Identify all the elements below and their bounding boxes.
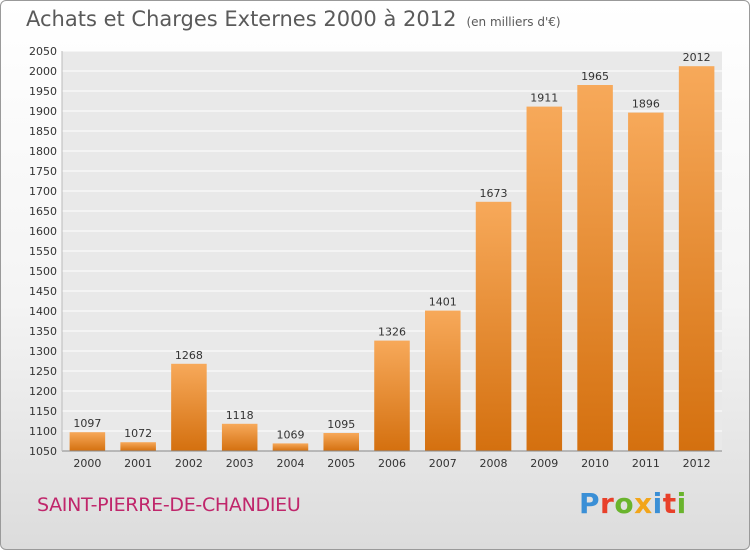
y-tick-label: 1450 — [29, 285, 57, 298]
chart-subtitle: (en milliers d'€) — [466, 15, 561, 29]
y-tick-label: 1550 — [29, 245, 57, 258]
x-tick-label: 2004 — [276, 457, 304, 470]
chart-title: Achats et Charges Externes 2000 à 2012 (e… — [26, 7, 561, 31]
x-tick-label: 2005 — [327, 457, 355, 470]
y-tick-label: 1800 — [29, 145, 57, 158]
bar — [120, 442, 156, 451]
x-tick-label: 2000 — [73, 457, 101, 470]
x-tick-label: 2009 — [530, 457, 558, 470]
bar — [475, 201, 512, 451]
y-tick-label: 1050 — [29, 445, 57, 458]
y-tick-label: 1650 — [29, 205, 57, 218]
y-tick-label: 1700 — [29, 185, 57, 198]
bar — [577, 85, 613, 451]
y-tick-label: 2050 — [29, 45, 57, 58]
y-tick-label: 1750 — [29, 165, 57, 178]
logo-letter: P — [579, 487, 601, 520]
x-tick-label: 2008 — [480, 457, 508, 470]
logo-letter: r — [600, 487, 615, 520]
bar — [69, 432, 106, 451]
bar — [678, 66, 715, 451]
y-tick-label: 1150 — [29, 405, 57, 418]
y-tick-label: 1200 — [29, 385, 57, 398]
bar-value-label: 1896 — [632, 98, 660, 111]
bar — [272, 443, 309, 451]
y-tick-label: 1600 — [29, 225, 57, 238]
y-tick-label: 1900 — [29, 105, 57, 118]
bar-value-label: 1911 — [530, 92, 558, 105]
logo-letter: t — [662, 487, 677, 520]
x-tick-label: 2006 — [378, 457, 406, 470]
logo-letter: i — [652, 487, 663, 520]
logo-letter: x — [634, 487, 653, 520]
bar-value-label: 1118 — [226, 409, 254, 422]
bar-value-label: 1069 — [276, 428, 304, 441]
y-tick-label: 1850 — [29, 125, 57, 138]
x-tick-label: 2011 — [632, 457, 660, 470]
place-name: SAINT-PIERRE-DE-CHANDIEU — [37, 494, 301, 516]
logo-letter: o — [614, 487, 635, 520]
bar-value-label: 1095 — [327, 418, 355, 431]
bar — [374, 340, 410, 451]
y-tick-label: 1300 — [29, 345, 57, 358]
bar — [526, 106, 563, 451]
y-tick-label: 1950 — [29, 85, 57, 98]
bar-value-label: 1965 — [581, 70, 609, 83]
bar — [425, 310, 461, 451]
bar-value-label: 1072 — [124, 427, 152, 440]
bar-value-label: 1097 — [73, 417, 101, 430]
x-tick-label: 2001 — [124, 457, 152, 470]
bar-value-label: 2012 — [683, 51, 711, 64]
y-tick-label: 1100 — [29, 425, 57, 438]
bar — [221, 423, 258, 451]
chart-title-text: Achats et Charges Externes 2000 à 2012 — [26, 7, 457, 31]
bar-value-label: 1673 — [480, 187, 508, 200]
y-tick-label: 2000 — [29, 65, 57, 78]
y-tick-label: 1350 — [29, 325, 57, 338]
y-tick-label: 1500 — [29, 265, 57, 278]
bar — [628, 112, 664, 451]
x-tick-label: 2010 — [581, 457, 609, 470]
logo-letter: i — [676, 487, 687, 520]
proxiti-logo: Proxiti — [579, 487, 687, 520]
bar-value-label: 1326 — [378, 326, 406, 339]
y-tick-label: 1250 — [29, 365, 57, 378]
bar-value-label: 1401 — [429, 296, 457, 309]
y-tick-label: 1400 — [29, 305, 57, 318]
x-tick-label: 2012 — [683, 457, 711, 470]
bar-value-label: 1268 — [175, 349, 203, 362]
bar — [323, 433, 359, 451]
x-tick-label: 2007 — [429, 457, 457, 470]
bar — [171, 363, 207, 451]
x-tick-label: 2003 — [226, 457, 254, 470]
x-tick-label: 2002 — [175, 457, 203, 470]
